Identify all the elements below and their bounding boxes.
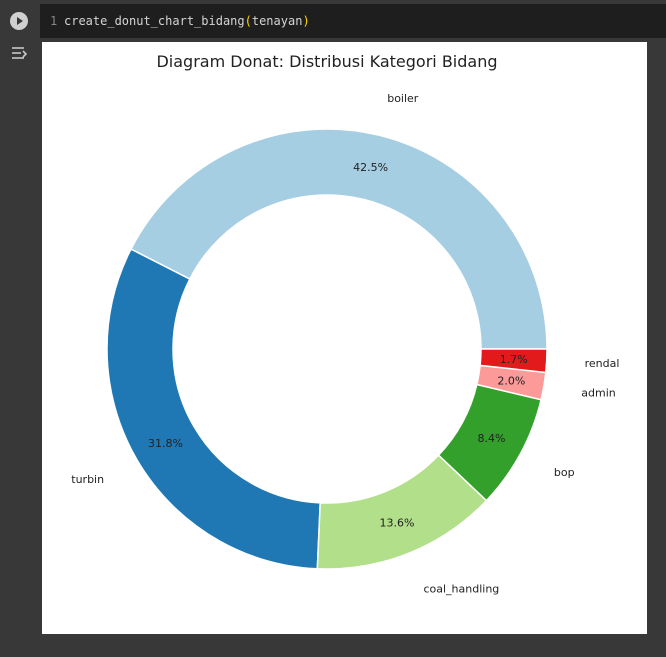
run-cell-button[interactable] xyxy=(10,12,28,30)
category-label-coal-handling: coal_handling xyxy=(423,582,499,595)
cell-output: Diagram Donat: Distribusi Kategori Bidan… xyxy=(42,42,647,634)
percent-label-rendal: 1.7% xyxy=(500,353,528,366)
code-argument: tenayan xyxy=(251,14,303,28)
code-close-paren: ) xyxy=(302,14,310,28)
play-icon xyxy=(17,17,23,25)
percent-label-coal-handling: 13.6% xyxy=(379,516,414,529)
slice-rendal xyxy=(479,348,548,374)
slice-turbin xyxy=(106,248,322,570)
category-label-turbin: turbin xyxy=(71,473,104,486)
donut-chart: Diagram Donat: Distribusi Kategori Bidan… xyxy=(71,52,620,595)
code-open-paren: ( xyxy=(244,14,252,28)
category-label-bop: bop xyxy=(554,466,575,479)
output-options-icon[interactable] xyxy=(10,44,30,64)
percent-label-turbin: 31.8% xyxy=(148,437,183,450)
category-label-admin: admin xyxy=(581,387,615,400)
category-label-boiler: boiler xyxy=(387,92,419,105)
code-editor[interactable] xyxy=(40,4,666,38)
category-label-rendal: rendal xyxy=(585,357,620,370)
percent-label-admin: 2.0% xyxy=(497,375,525,388)
line-number: 1 xyxy=(50,14,58,28)
code-line[interactable]: create_donut_chart_bidang(tenayan) xyxy=(64,14,310,28)
percent-label-boiler: 42.5% xyxy=(353,161,388,174)
chart-title: Diagram Donat: Distribusi Kategori Bidan… xyxy=(156,52,497,71)
slice-boiler xyxy=(129,128,548,350)
percent-label-bop: 8.4% xyxy=(477,432,505,445)
code-function: create_donut_chart_bidang xyxy=(64,14,245,28)
